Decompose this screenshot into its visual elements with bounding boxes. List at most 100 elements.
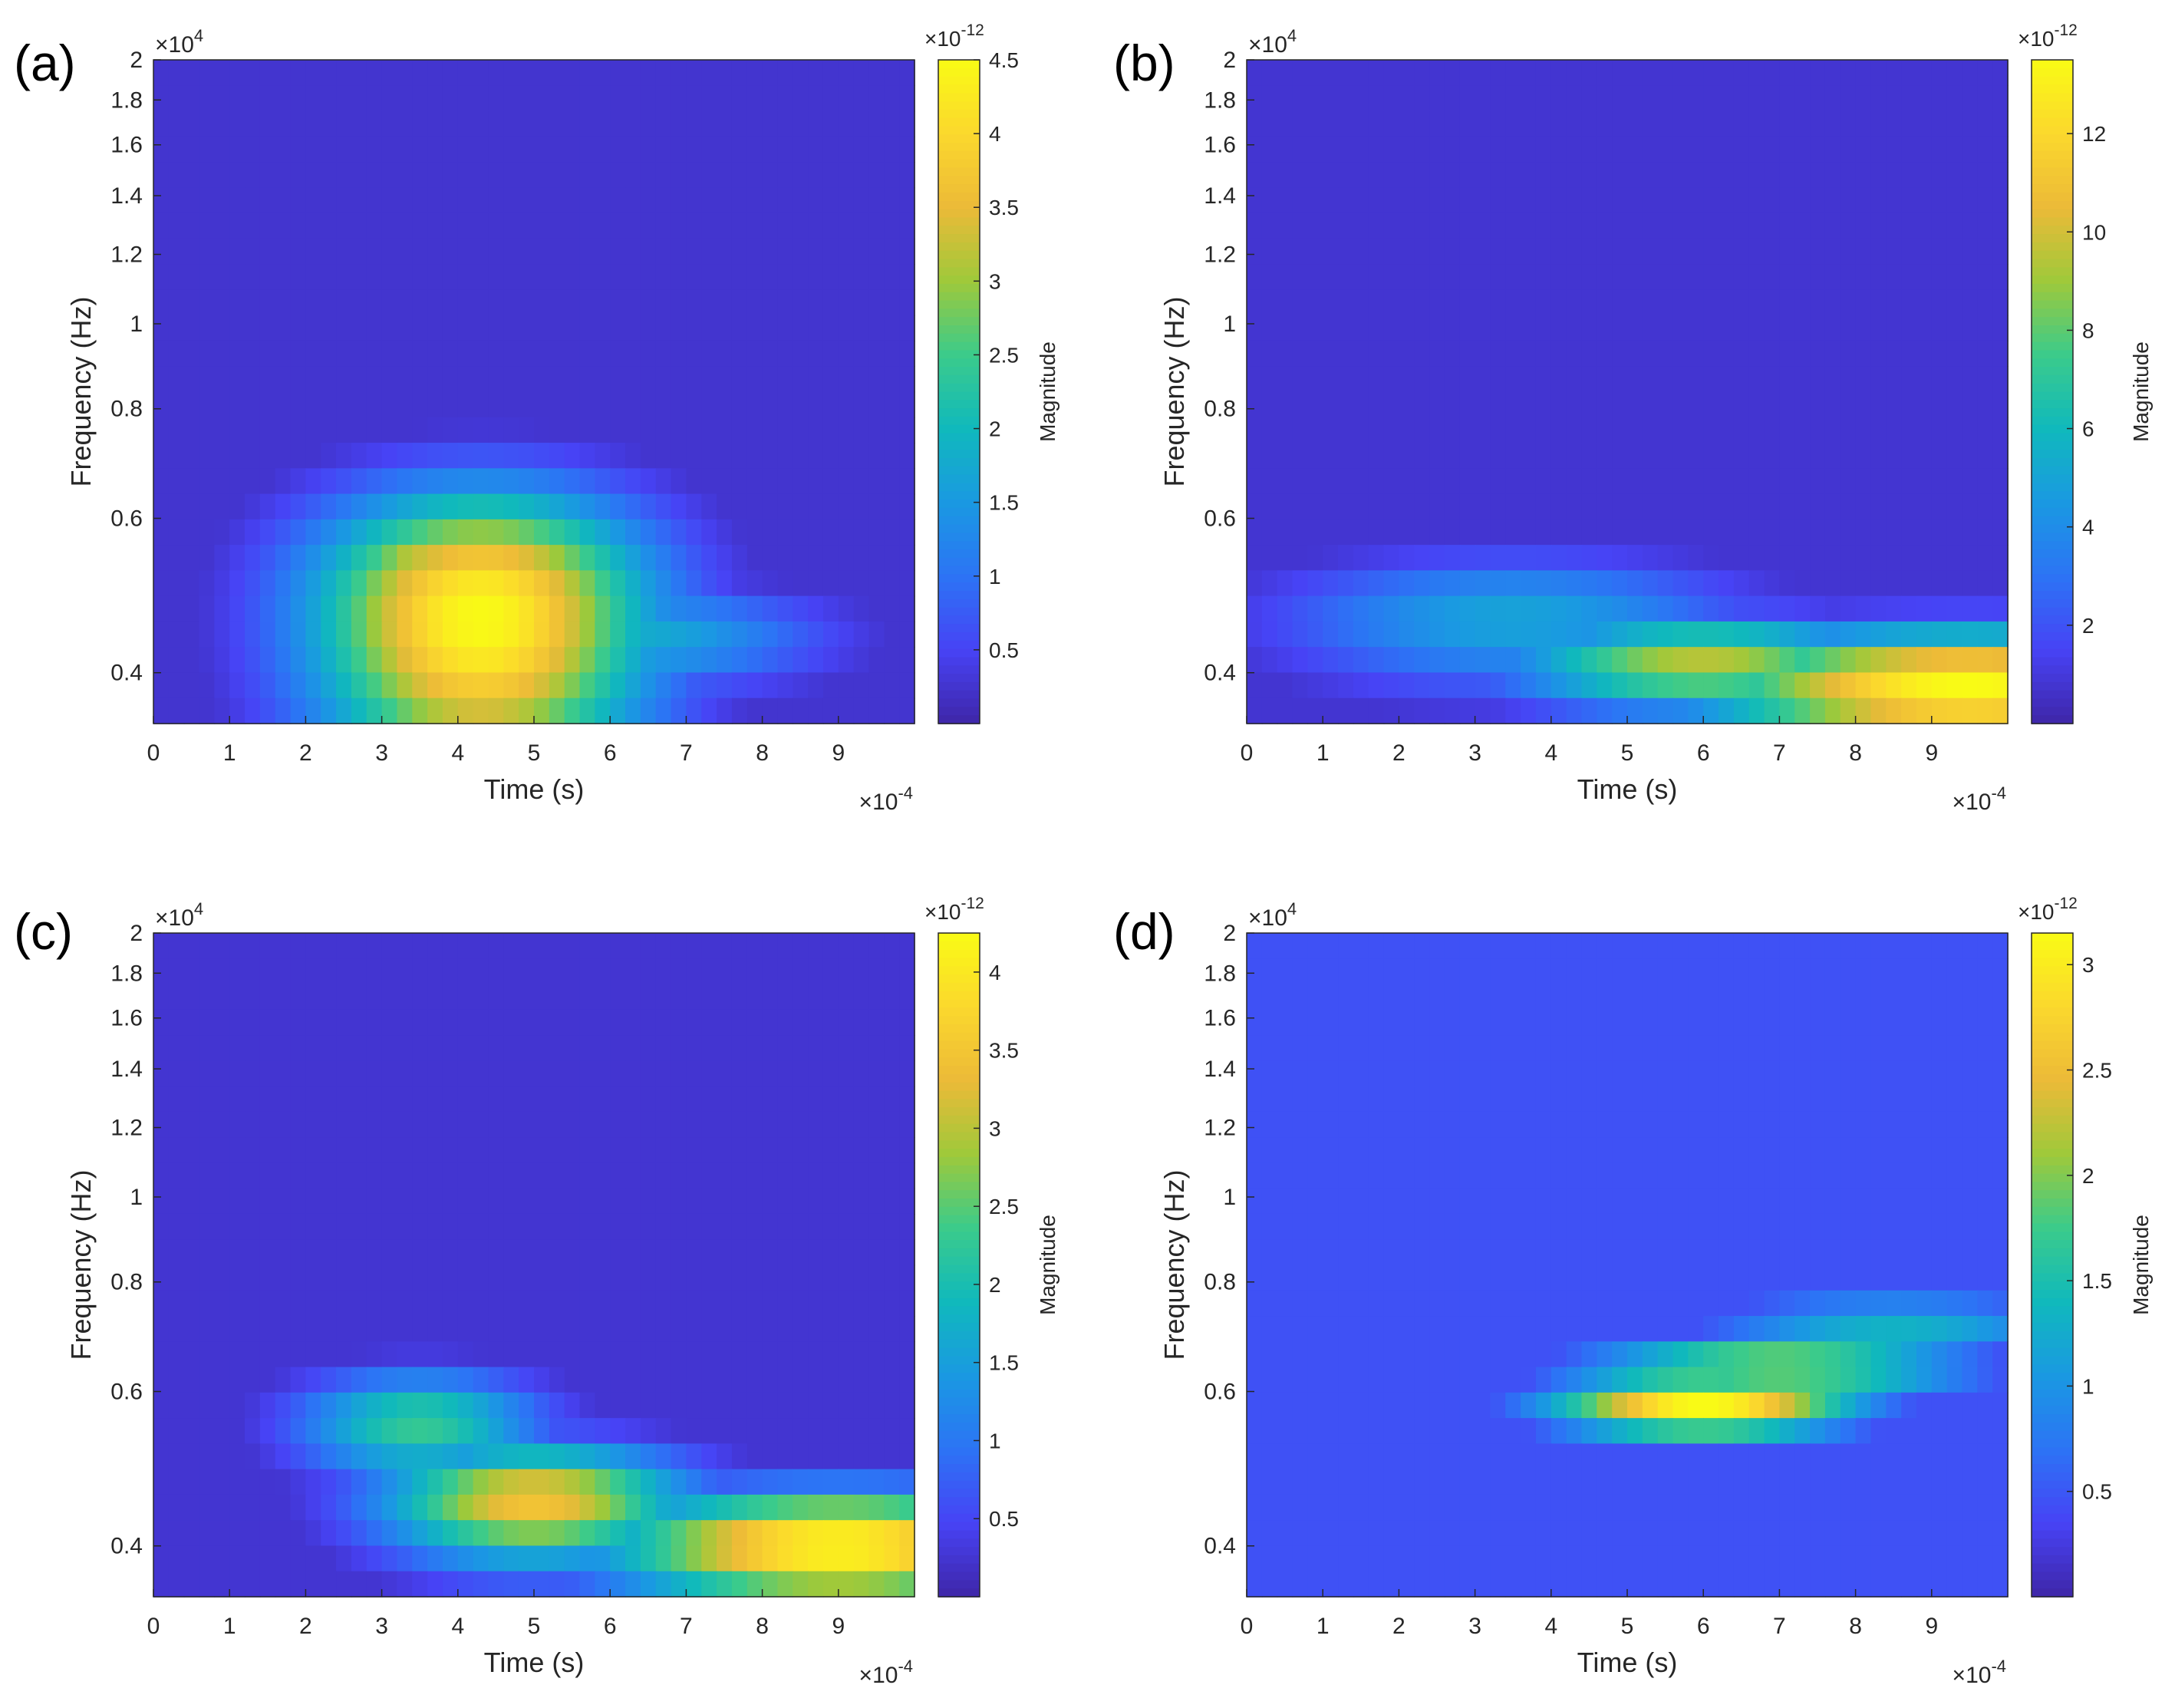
heatmap-cell <box>763 494 779 520</box>
colorbar-segment <box>938 707 980 716</box>
heatmap-cell <box>503 1086 519 1113</box>
heatmap-cell <box>747 698 763 724</box>
heatmap-cell <box>1384 162 1400 188</box>
y-tick-label: 1.2 <box>110 1116 143 1141</box>
colorbar-segment <box>938 234 980 243</box>
colorbar-segment <box>938 267 980 276</box>
heatmap-cell <box>565 417 581 443</box>
heatmap-cell <box>1581 545 1597 571</box>
heatmap-cell <box>899 1418 915 1444</box>
heatmap-cell <box>275 1010 292 1036</box>
heatmap-cell <box>473 596 489 622</box>
heatmap-cell <box>1262 622 1278 648</box>
heatmap-cell <box>1536 519 1552 546</box>
heatmap-cell <box>260 1495 276 1521</box>
heatmap-cell <box>1338 519 1354 546</box>
heatmap-cell <box>808 1393 824 1419</box>
heatmap-cell <box>1475 443 1491 469</box>
heatmap-cell <box>1932 187 1948 213</box>
heatmap-cell <box>1870 1137 1887 1163</box>
heatmap-cell <box>1505 494 1521 520</box>
heatmap-cell <box>367 1162 383 1189</box>
heatmap-cell <box>763 1239 779 1265</box>
heatmap-cell <box>245 984 261 1011</box>
heatmap-cell <box>291 443 307 469</box>
heatmap-cell <box>1841 1112 1857 1138</box>
heatmap-cell <box>503 1495 519 1521</box>
x-axis-label: Time (s) <box>484 773 585 805</box>
heatmap-cell <box>305 213 321 239</box>
heatmap-cell <box>1567 85 1583 111</box>
heatmap-cell <box>1794 111 1811 137</box>
heatmap-cell <box>305 984 321 1011</box>
heatmap-cell <box>229 672 246 698</box>
heatmap-cell <box>245 1137 261 1163</box>
heatmap-cell <box>1612 647 1628 673</box>
heatmap-cell <box>229 545 246 571</box>
heatmap-cell <box>153 596 170 622</box>
heatmap-cell <box>229 1341 246 1367</box>
heatmap-cell <box>1597 366 1613 392</box>
heatmap-cell <box>214 341 230 367</box>
heatmap-cell <box>671 137 687 163</box>
heatmap-cell <box>884 187 900 213</box>
heatmap-cell <box>275 417 292 443</box>
heatmap-cell <box>549 60 565 86</box>
heatmap-cell <box>641 60 657 86</box>
heatmap-cell <box>565 1010 581 1036</box>
heatmap-cell <box>1262 289 1278 315</box>
heatmap-cell <box>275 1571 292 1598</box>
heatmap-cell <box>884 468 900 494</box>
heatmap-cell <box>1490 289 1506 315</box>
heatmap-cell <box>823 239 839 265</box>
heatmap-cell <box>1643 1239 1659 1265</box>
heatmap-cell <box>686 1035 702 1061</box>
heatmap-cell <box>747 162 763 188</box>
heatmap-cell <box>1384 468 1400 494</box>
heatmap-cell <box>884 1291 900 1317</box>
heatmap-cell <box>1719 622 1735 648</box>
heatmap-cell <box>1460 315 1476 341</box>
heatmap-cell <box>580 443 596 469</box>
heatmap-cell <box>1490 1189 1506 1215</box>
heatmap-cell <box>443 622 459 648</box>
heatmap-cell <box>808 672 824 698</box>
heatmap-cell <box>854 984 870 1011</box>
heatmap-cell <box>854 1189 870 1215</box>
heatmap-cell <box>214 239 230 265</box>
colorbar-tick-label: 2.5 <box>989 343 1019 367</box>
heatmap-cell <box>625 315 641 341</box>
heatmap-cell <box>184 315 200 341</box>
heatmap-cell <box>1627 137 1643 163</box>
heatmap-cell <box>854 1162 870 1189</box>
heatmap-cell <box>1779 698 1795 724</box>
heatmap-cell <box>458 264 474 290</box>
y-tick-label: 1.8 <box>1204 87 1236 113</box>
heatmap-cell <box>1992 698 2009 724</box>
heatmap-cell <box>458 1545 474 1571</box>
heatmap-cell <box>732 1316 748 1342</box>
heatmap-cell <box>763 1520 779 1546</box>
heatmap-cell <box>580 1545 596 1571</box>
heatmap-cell <box>1445 239 1461 265</box>
heatmap-cell <box>382 1214 398 1240</box>
heatmap-cell <box>1369 60 1385 86</box>
heatmap-cell <box>1841 341 1857 367</box>
heatmap-cell <box>1870 162 1887 188</box>
heatmap-cell <box>839 264 855 290</box>
heatmap-cell <box>1369 1189 1385 1215</box>
heatmap-cell <box>1825 519 1841 546</box>
heatmap-cell <box>305 1367 321 1393</box>
heatmap-cell <box>503 1265 519 1291</box>
heatmap-cell <box>1810 137 1826 163</box>
heatmap-cell <box>610 1239 626 1265</box>
heatmap-cell <box>184 698 200 724</box>
heatmap-cell <box>519 698 535 724</box>
heatmap-cell <box>854 468 870 494</box>
heatmap-cell <box>1262 494 1278 520</box>
heatmap-cell <box>488 1571 504 1598</box>
heatmap-cell <box>854 1137 870 1163</box>
heatmap-cell <box>671 1162 687 1189</box>
heatmap-cell <box>763 984 779 1011</box>
